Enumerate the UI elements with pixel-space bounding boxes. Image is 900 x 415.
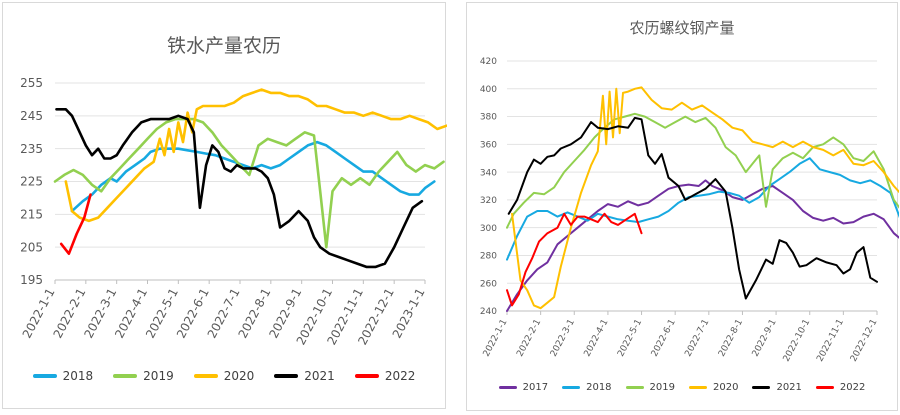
y-tick-label: 245 [20,109,43,123]
x-tick-label: 2022-10-1 [782,318,813,364]
y-tick-label: 215 [20,208,43,222]
chart-panel-left: 195 205 215 225 235 245 255 2022-1-1 2022-2-1 202… [2,2,447,409]
legend-label: 2020 [713,382,739,393]
legend-item-2022: 2022 [354,369,416,383]
legend-swatch [752,386,771,389]
series-line-2019 [53,117,445,249]
y-tick-label: 280 [480,252,497,262]
series-line-2021 [55,108,424,269]
y-tick-label: 400 [480,85,497,95]
legend-item-2022: 2022 [815,382,866,393]
y-tick-label: 380 [480,113,497,123]
x-tick-label: 2022-4-1 [583,318,611,359]
legend-item-2021: 2021 [274,369,335,383]
iron-output-chart: 1952052152252352452552022-1-12022-2-1202… [20,76,447,347]
x-tick-label: 2022-7-1 [683,318,711,359]
x-tick-label: 2022-5-1 [616,318,644,359]
legend-swatch [689,386,707,389]
legend-label: 2018 [62,369,94,383]
chart-legend: 2018 2019 2020 2021 2022 [3,369,445,383]
legend-item-2019: 2019 [113,369,174,383]
series-line-2021 [507,116,878,300]
legend-label: 2019 [143,369,174,383]
legend-label: 2017 [522,382,549,393]
legend-swatch [274,374,299,378]
series-line-2018 [70,140,436,213]
legend-swatch [625,386,644,389]
chart-title: 农历螺纹钢产量 [629,19,735,37]
y-tick-label: 340 [480,168,497,178]
legend-label: 2018 [586,382,612,393]
series-line-2022 [59,193,92,255]
y-tick-label: 260 [480,279,497,289]
x-tick-label: 2022-12-1 [849,318,880,364]
chart-panel-right: 240 260 280 300 320 340 360 380 400 420 2022-1-1 20… [466,2,899,411]
x-tick-label: 2022-3-1 [549,318,577,359]
legend-label: 2021 [776,382,802,393]
legend-label: 2022 [384,369,416,383]
legend-label: 2022 [839,382,866,393]
x-tick-label: 2022-2-1 [515,318,543,359]
legend-swatch [815,386,834,389]
y-tick-label: 205 [20,240,43,254]
legend-item-2018: 2018 [32,369,94,383]
legend-swatch [193,374,218,378]
series-line-2022 [506,212,643,307]
legend-item-2019: 2019 [625,382,675,393]
series-line-2020 [511,86,899,310]
y-tick-label: 195 [20,273,43,287]
x-tick-label: 2022-8-1 [717,318,745,359]
y-tick-label: 320 [480,196,497,206]
legend-swatch [113,374,138,378]
x-tick-label: 2022-1-1 [482,318,510,359]
y-tick-label: 420 [480,57,497,67]
chart-title: 铁水产量农历 [166,35,281,57]
legend-item-2020: 2020 [689,382,738,393]
series-line-2020 [64,88,447,223]
legend-swatch [562,386,581,389]
y-tick-label: 225 [20,175,43,189]
x-tick-label: 2022-6-1 [650,318,678,359]
legend-swatch [32,374,57,378]
legend-item-2017: 2017 [498,382,549,393]
legend-swatch [354,374,379,378]
chart-legend: 2017 2018 2019 2020 2021 2022 [467,382,897,393]
series-line-2017 [506,179,899,312]
legend-label: 2020 [223,369,255,383]
y-tick-label: 300 [480,224,497,234]
y-tick-label: 235 [20,142,43,156]
x-tick-label: 2022-9-1 [751,318,779,359]
y-tick-label: 240 [480,307,497,317]
legend-item-2021: 2021 [752,382,802,393]
y-tick-label: 255 [20,76,43,90]
x-tick-label: 2022-11-1 [815,318,846,364]
legend-swatch [498,386,517,389]
legend-item-2020: 2020 [193,369,255,383]
legend-label: 2019 [649,382,675,393]
series-line-2019 [506,112,899,229]
legend-item-2018: 2018 [562,382,612,393]
y-tick-label: 360 [480,140,497,150]
legend-label: 2021 [304,369,335,383]
